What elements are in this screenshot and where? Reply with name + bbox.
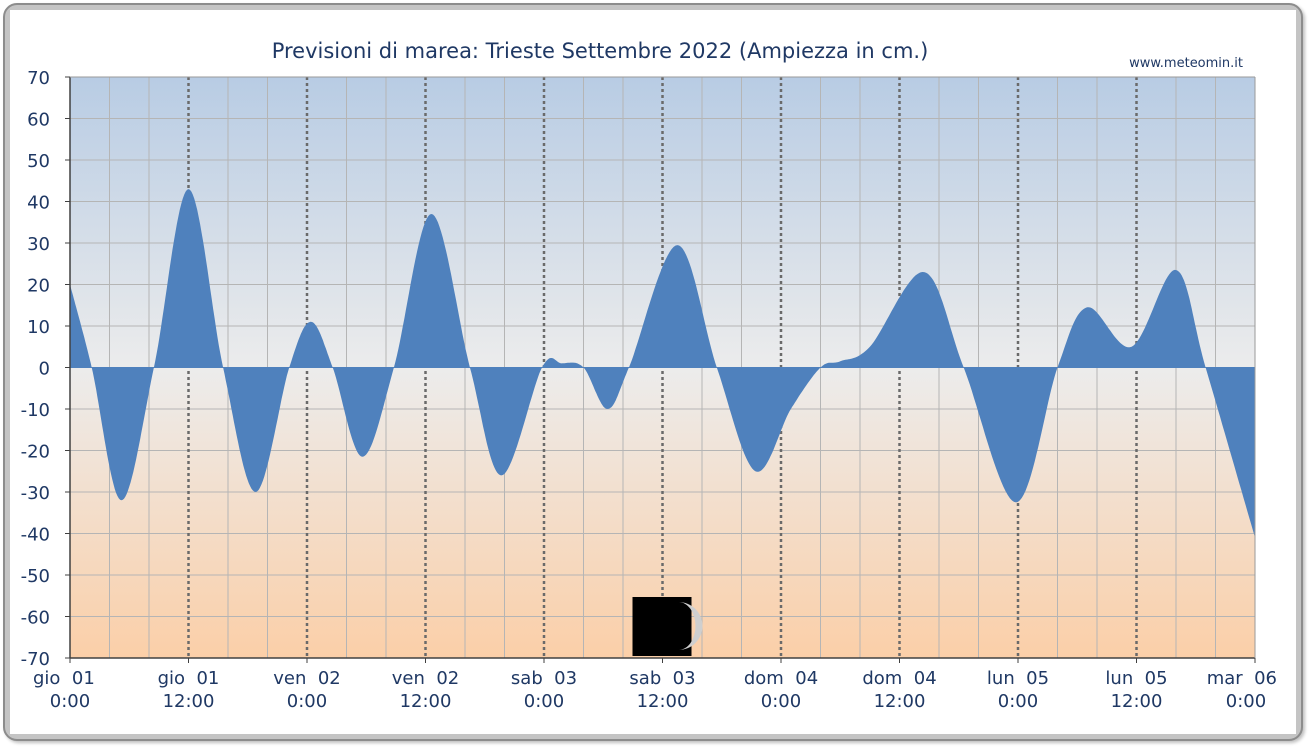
y-tick-label: 20: [27, 276, 50, 297]
y-tick-label: -40: [21, 525, 50, 546]
x-tick-time: 12:00: [400, 691, 452, 712]
x-tick-day: gio 01: [158, 668, 220, 689]
x-tick-time: 0:00: [1226, 691, 1266, 712]
y-tick-label: 0: [39, 359, 50, 380]
y-tick-label: -30: [21, 483, 50, 504]
moon-phase-icon: [632, 597, 703, 656]
x-tick-day: lun 05: [1105, 668, 1167, 689]
x-tick-day: dom 04: [744, 668, 818, 689]
moon-crescent: [678, 602, 703, 650]
x-tick-time: 0:00: [50, 691, 90, 712]
y-tick-label: 30: [27, 234, 50, 255]
x-tick-day: sab 03: [629, 668, 695, 689]
x-tick-time: 12:00: [874, 691, 926, 712]
x-tick-day: lun 05: [987, 668, 1049, 689]
y-tick-label: -20: [21, 442, 50, 463]
y-tick-label: 70: [27, 68, 50, 89]
x-tick-day: ven 02: [273, 668, 340, 689]
y-tick-label: 50: [27, 151, 50, 172]
y-tick-label: -60: [21, 608, 50, 629]
x-tick-day: sab 03: [511, 668, 577, 689]
chart-title: Previsioni di marea: Trieste Settembre 2…: [272, 39, 929, 63]
axes: [65, 76, 1256, 663]
x-tick-time: 0:00: [524, 691, 564, 712]
x-tick-time: 12:00: [1111, 691, 1163, 712]
y-tick-label: 60: [27, 110, 50, 131]
x-tick-time: 12:00: [637, 691, 689, 712]
y-tick-label: -50: [21, 566, 50, 587]
y-tick-labels: 70 60 50 40 30 20 10 0 -10 -20 -30 -40 -50 -60 -70: [21, 68, 50, 670]
x-tick-day: ven 02: [392, 668, 459, 689]
x-tick-time: 0:00: [287, 691, 327, 712]
x-tick-day: mar 06: [1207, 668, 1277, 689]
x-tick-time: 0:00: [998, 691, 1038, 712]
source-label: www.meteomin.it: [1129, 56, 1243, 71]
x-tick-day: dom 04: [862, 668, 936, 689]
y-tick-label: -70: [21, 649, 50, 670]
x-tick-day: gio 01: [33, 668, 95, 689]
y-tick-label: 10: [27, 317, 50, 338]
y-tick-label: -10: [21, 400, 50, 421]
y-tick-label: 40: [27, 193, 50, 214]
tide-series-area: [70, 189, 1255, 538]
x-tick-time: 0:00: [761, 691, 801, 712]
moon-background: [632, 597, 692, 656]
x-tick-time: 12:00: [163, 691, 215, 712]
